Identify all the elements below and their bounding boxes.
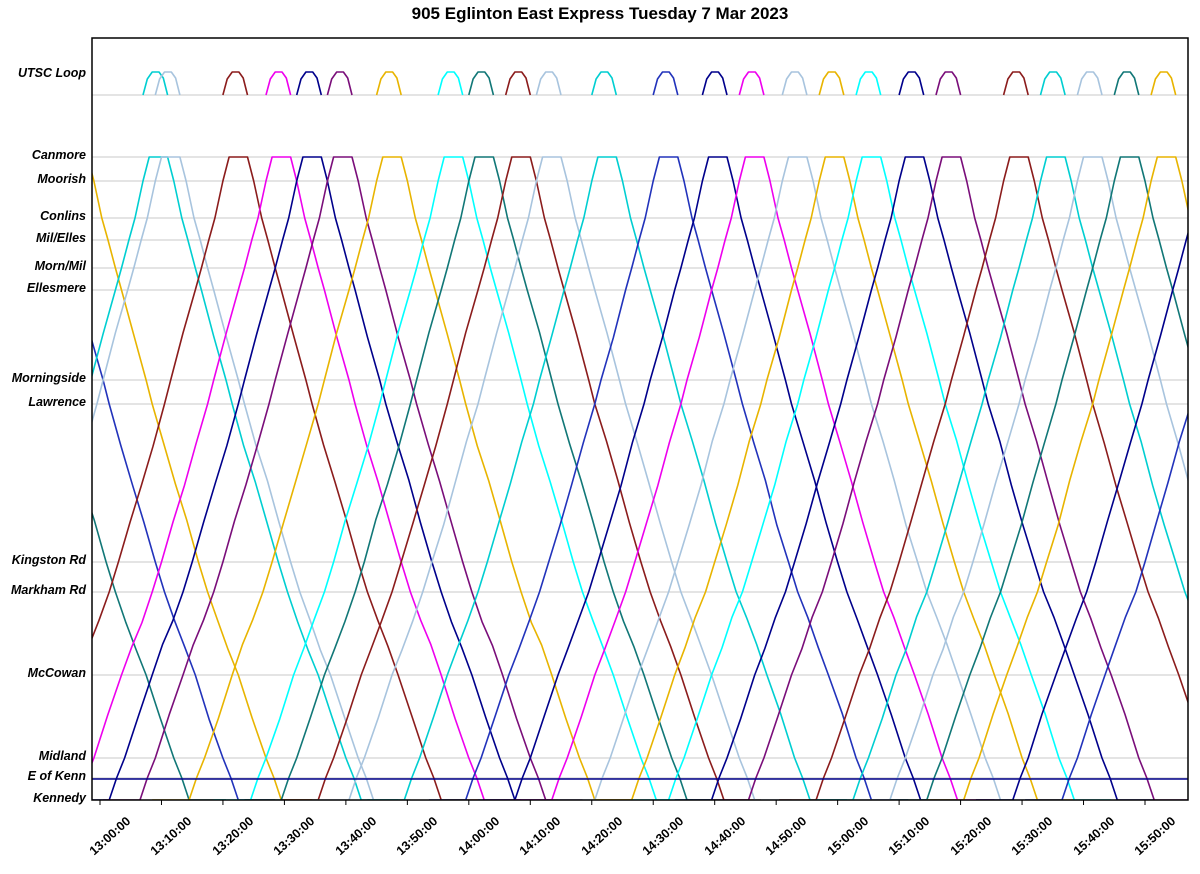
- trip-line: [594, 156, 1075, 800]
- trip-line: [92, 156, 552, 800]
- trip-line: [92, 338, 276, 800]
- utsc-loop-arc: [504, 71, 532, 96]
- trip-line: [103, 156, 583, 800]
- utsc-loop-arc: [535, 71, 562, 96]
- trip-line: [244, 156, 724, 800]
- trip-line: [926, 156, 1188, 800]
- utsc-loop-arc: [468, 71, 495, 96]
- trip-line: [281, 156, 761, 800]
- utsc-loop-arc: [781, 71, 808, 96]
- trip-line: [92, 170, 319, 800]
- utsc-loop-arc: [265, 71, 292, 96]
- trip-line: [213, 156, 694, 800]
- trip-line: [711, 156, 1188, 800]
- trip-line: [674, 156, 1155, 800]
- trip-line: [312, 156, 792, 800]
- utsc-loop-arc: [1002, 71, 1029, 96]
- utsc-loop-arc: [591, 71, 618, 96]
- utsc-loop-arc: [1076, 71, 1103, 96]
- trip-line: [428, 156, 909, 800]
- trip-line: [367, 156, 847, 800]
- trip-line: [92, 156, 478, 800]
- trip-line: [92, 510, 226, 800]
- utsc-loop-arc: [295, 71, 323, 96]
- utsc-loop-arc: [142, 71, 169, 96]
- utsc-loop-arc: [20, 72, 45, 95]
- trip-line: [92, 156, 399, 800]
- trip-line: [816, 156, 1188, 800]
- trip-line: [853, 156, 1188, 800]
- trip-line: [1025, 411, 1188, 800]
- trip-line: [779, 156, 1188, 800]
- utsc-loop-arc: [63, 72, 88, 95]
- utsc-loop-arc: [222, 71, 249, 96]
- trip-line: [975, 230, 1188, 800]
- utsc-loop-arc: [154, 71, 181, 96]
- trip-line: [631, 156, 1112, 800]
- utsc-loop-arc: [652, 71, 679, 96]
- utsc-loop-arc: [898, 71, 925, 96]
- utsc-loop-arc: [818, 71, 845, 96]
- trip-line: [558, 156, 1038, 800]
- utsc-loop-arc: [1150, 71, 1177, 96]
- trip-line: [889, 156, 1188, 800]
- utsc-loop-arc: [935, 71, 962, 96]
- utsc-loop-arc: [701, 71, 728, 96]
- utsc-loop-arc: [437, 71, 464, 96]
- utsc-loop-arc: [1039, 71, 1066, 96]
- plot-border: [91, 37, 1189, 801]
- utsc-loop-arc: [855, 71, 882, 96]
- trip-line: [92, 156, 522, 800]
- trip-line: [152, 156, 632, 800]
- chart-title: 905 Eglinton East Express Tuesday 7 Mar …: [411, 4, 789, 23]
- trip-line: [92, 156, 411, 800]
- utsc-loop-arc: [375, 71, 402, 96]
- utsc-loop-arc: [1113, 71, 1140, 96]
- utsc-loop-arc: [326, 71, 353, 96]
- utsc-loop-arc: [738, 71, 765, 96]
